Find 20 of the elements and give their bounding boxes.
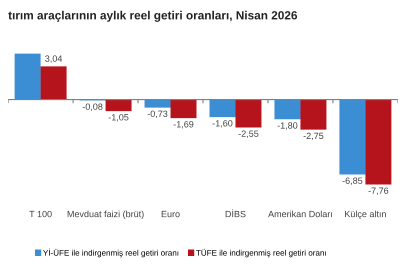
data-label: -2,55 <box>238 130 258 138</box>
chart-title: tırım araçlarının aylık reel getiri oranları, Nisan 2026 <box>8 10 298 22</box>
x-tick-label: Euro <box>162 210 180 218</box>
legend-label: TÜFE ile indirgenmiş reel getiri oranı <box>196 248 326 258</box>
data-label: -0,08 <box>82 103 102 111</box>
data-label: -1,80 <box>278 122 298 130</box>
data-label: -2,75 <box>304 132 324 140</box>
data-label: 3,04 <box>45 55 62 63</box>
x-tick-label: DİBS <box>226 209 246 218</box>
x-tick-label: Külçe altın <box>345 210 386 220</box>
data-label: -6,85 <box>342 178 362 185</box>
data-label: -0,73 <box>148 110 168 118</box>
legend-label: Yİ-ÜFE ile indirgenmiş reel getiri oranı <box>43 248 178 258</box>
data-label: -1,60 <box>212 120 232 128</box>
x-tick-label: T 100 <box>29 210 52 218</box>
x-tick-label: Mevduat faizi (brüt) <box>68 210 144 220</box>
x-tick-label: Amerikan Doları <box>268 210 332 218</box>
data-label: -7,76 <box>368 187 388 195</box>
data-label: -1,69 <box>174 121 194 129</box>
data-label: -1,05 <box>108 114 128 122</box>
